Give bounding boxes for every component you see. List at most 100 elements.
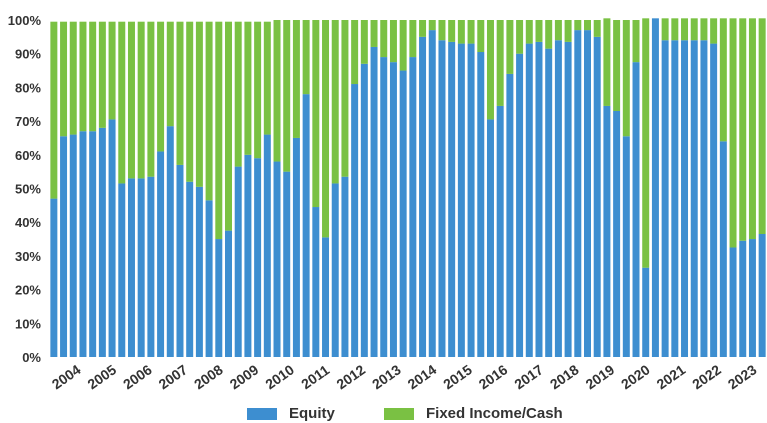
legend-swatch-fixed-income	[384, 408, 414, 420]
bar-equity	[370, 46, 378, 358]
bar-equity	[448, 41, 456, 358]
bar-equity	[399, 70, 407, 358]
bar-equity	[176, 164, 184, 357]
bar-fixed-income	[700, 18, 708, 41]
bar-fixed-income	[613, 20, 621, 111]
bar-fixed-income	[467, 20, 475, 44]
bar-fixed-income	[739, 18, 747, 241]
bar-equity	[205, 200, 213, 357]
bar-equity	[748, 239, 756, 357]
bar-fixed-income	[438, 20, 446, 41]
x-tick-label: 2007	[155, 361, 190, 392]
x-tick-label: 2021	[654, 361, 689, 392]
bar-fixed-income	[60, 21, 68, 137]
bar-fixed-income	[642, 18, 650, 268]
bar-equity	[79, 131, 87, 357]
bar-equity	[254, 158, 262, 357]
y-tick-label: 70%	[15, 114, 41, 129]
bar-fixed-income	[399, 20, 407, 71]
x-tick-label: 2016	[476, 361, 511, 392]
bar-equity	[331, 183, 339, 357]
y-tick-label: 0%	[22, 350, 41, 365]
bar-equity	[147, 176, 155, 357]
y-tick-label: 100%	[8, 13, 42, 28]
bar-equity	[729, 247, 737, 357]
bar-fixed-income	[244, 21, 252, 155]
bar-fixed-income	[748, 18, 756, 240]
bar-fixed-income	[525, 20, 533, 44]
y-tick-label: 40%	[15, 215, 41, 230]
x-tick-label: 2023	[725, 361, 760, 392]
bar-equity	[195, 186, 203, 357]
bar-equity	[166, 126, 174, 358]
bar-equity	[283, 171, 291, 357]
bar-fixed-income	[477, 20, 485, 53]
x-tick-label: 2010	[262, 361, 297, 392]
bar-fixed-income	[302, 20, 310, 95]
bar-fixed-income	[690, 18, 698, 41]
bar-fixed-income	[263, 21, 271, 135]
bar-equity	[506, 73, 514, 358]
x-tick-label: 2006	[120, 361, 155, 392]
x-tick-label: 2008	[191, 361, 226, 392]
legend-item-fixed-income: Fixed Income/Cash	[384, 406, 563, 422]
bar-fixed-income	[360, 20, 368, 64]
bar-fixed-income	[98, 21, 106, 128]
bar-equity	[603, 105, 611, 357]
bar-fixed-income	[234, 21, 242, 167]
bar-equity	[758, 234, 766, 357]
bar-fixed-income	[147, 21, 155, 177]
bar-equity	[661, 40, 669, 357]
bar-fixed-income	[331, 20, 339, 184]
x-tick-label: 2005	[84, 361, 119, 392]
x-tick-label: 2019	[582, 361, 617, 392]
legend-item-equity: Equity	[247, 406, 335, 422]
bar-equity	[719, 141, 727, 357]
bar-equity	[651, 18, 659, 357]
bar-equity	[419, 36, 427, 357]
bar-fixed-income	[554, 20, 562, 41]
y-tick-label: 30%	[15, 249, 41, 264]
bar-fixed-income	[486, 20, 494, 120]
bar-equity	[263, 134, 271, 357]
bar-fixed-income	[351, 20, 359, 85]
bar-equity	[496, 105, 504, 357]
bar-equity	[710, 43, 718, 358]
bar-fixed-income	[719, 18, 727, 142]
bar-fixed-income	[370, 20, 378, 47]
y-tick-label: 90%	[15, 47, 41, 62]
bar-equity	[157, 151, 165, 357]
bar-equity	[564, 41, 572, 358]
bar-equity	[467, 43, 475, 358]
bar-equity	[700, 40, 708, 357]
bar-fixed-income	[671, 18, 679, 41]
y-tick-label: 80%	[15, 80, 41, 95]
bar-equity	[50, 198, 58, 357]
bar-fixed-income	[516, 20, 524, 54]
bar-fixed-income	[729, 18, 737, 248]
bar-fixed-income	[166, 21, 174, 127]
bar-fixed-income	[457, 20, 465, 44]
bar-fixed-income	[225, 21, 232, 231]
bar-equity	[351, 84, 359, 357]
y-tick-label: 20%	[15, 283, 41, 298]
x-tick-label: 2009	[227, 361, 262, 392]
bar-fixed-income	[118, 21, 126, 184]
bar-fixed-income	[632, 20, 640, 63]
bar-fixed-income	[758, 18, 766, 234]
bar-equity	[690, 40, 698, 357]
x-axis: 2004 2005 2006 2007 2008 2009 2010 2011 2012 2013…	[49, 361, 760, 392]
x-tick-label: 2004	[49, 361, 84, 392]
bar-fixed-income	[50, 21, 58, 199]
bar-equity	[98, 127, 106, 357]
bar-fixed-income	[409, 20, 417, 58]
x-tick-label: 2018	[547, 361, 582, 392]
bar-equity	[632, 62, 640, 358]
bar-fixed-income	[205, 21, 213, 201]
bar-equity	[409, 57, 417, 357]
bar-fixed-income	[564, 20, 572, 42]
bar-equity	[681, 40, 689, 357]
bar-fixed-income	[176, 21, 184, 165]
x-tick-label: 2017	[511, 361, 546, 392]
bar-equity	[341, 176, 349, 357]
